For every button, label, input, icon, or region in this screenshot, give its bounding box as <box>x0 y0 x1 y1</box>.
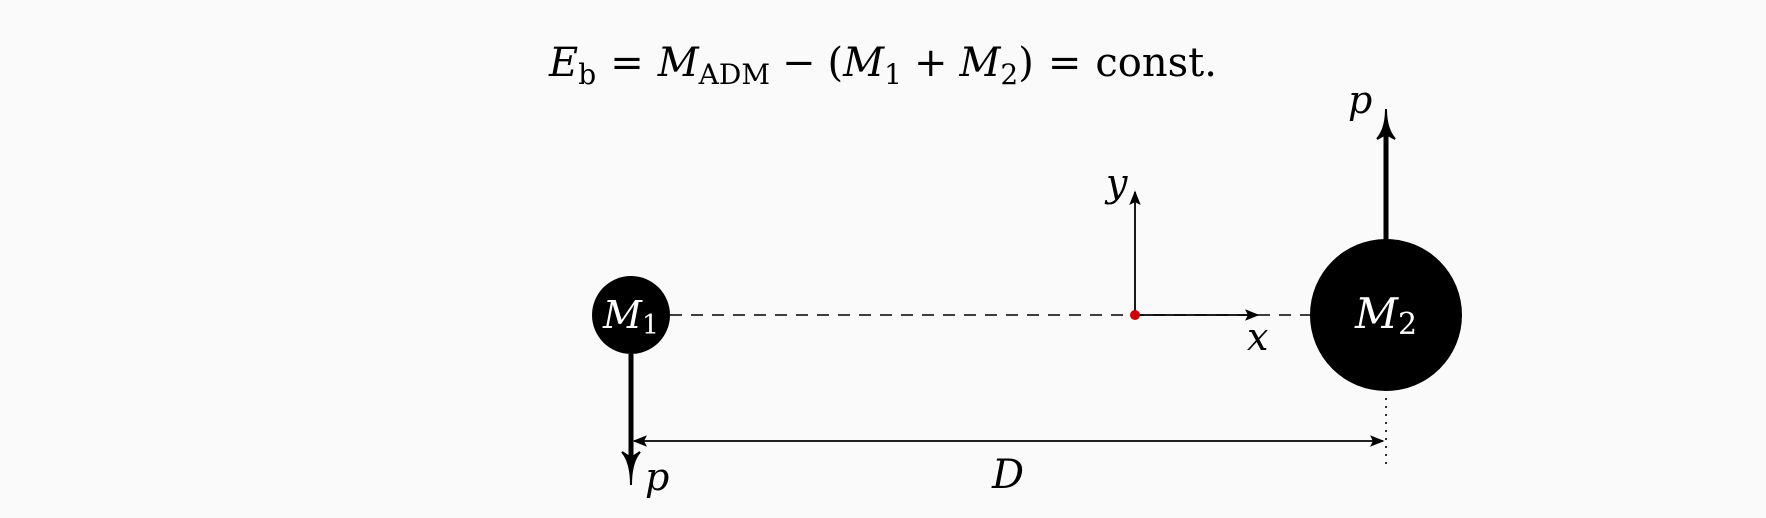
mass-1-subscript: 1 <box>642 310 659 341</box>
eq-m2-subscript: 2 <box>1000 58 1018 91</box>
eq-adm-symbol: M <box>657 40 700 86</box>
eq-close-paren: ) <box>1018 40 1034 86</box>
eq-equals-2: = <box>1048 40 1082 86</box>
eq-rhs: const. <box>1095 40 1217 86</box>
eq-open-paren: ( <box>828 40 844 86</box>
eq-plus: + <box>914 40 948 86</box>
mass-2-label: M2 <box>1354 289 1417 342</box>
eq-adm-subscript: ADM <box>698 58 770 91</box>
eq-m2-symbol: M <box>958 40 1001 86</box>
eq-m1-symbol: M <box>842 40 885 86</box>
separation-label: D <box>991 452 1024 498</box>
mass-1-momentum-label: p <box>645 455 669 499</box>
binding-energy-equation: Eb = MADM − (M1 + M2) = const. <box>548 40 1217 91</box>
eq-lhs-symbol: E <box>548 40 578 86</box>
mass-1-body <box>592 276 670 354</box>
origin-point <box>1130 310 1140 320</box>
mass-2-momentum-label: p <box>1348 78 1372 122</box>
x-axis-label: x <box>1247 315 1268 359</box>
mass-2-symbol: M <box>1354 289 1399 338</box>
mass-1-momentum-arrowhead <box>621 451 641 486</box>
eq-m1-subscript: 1 <box>884 58 902 91</box>
mass-1-label: M1 <box>602 293 659 341</box>
mass-2-momentum-arrowhead <box>1376 108 1396 140</box>
eq-lhs-subscript: b <box>578 58 596 91</box>
eq-minus: − <box>782 40 816 86</box>
mass-2-subscript: 2 <box>1398 307 1417 342</box>
y-axis-label: y <box>1104 161 1128 205</box>
mass-1-symbol: M <box>602 293 643 337</box>
eq-equals-1: = <box>610 40 644 86</box>
mass-2-body <box>1310 239 1462 391</box>
